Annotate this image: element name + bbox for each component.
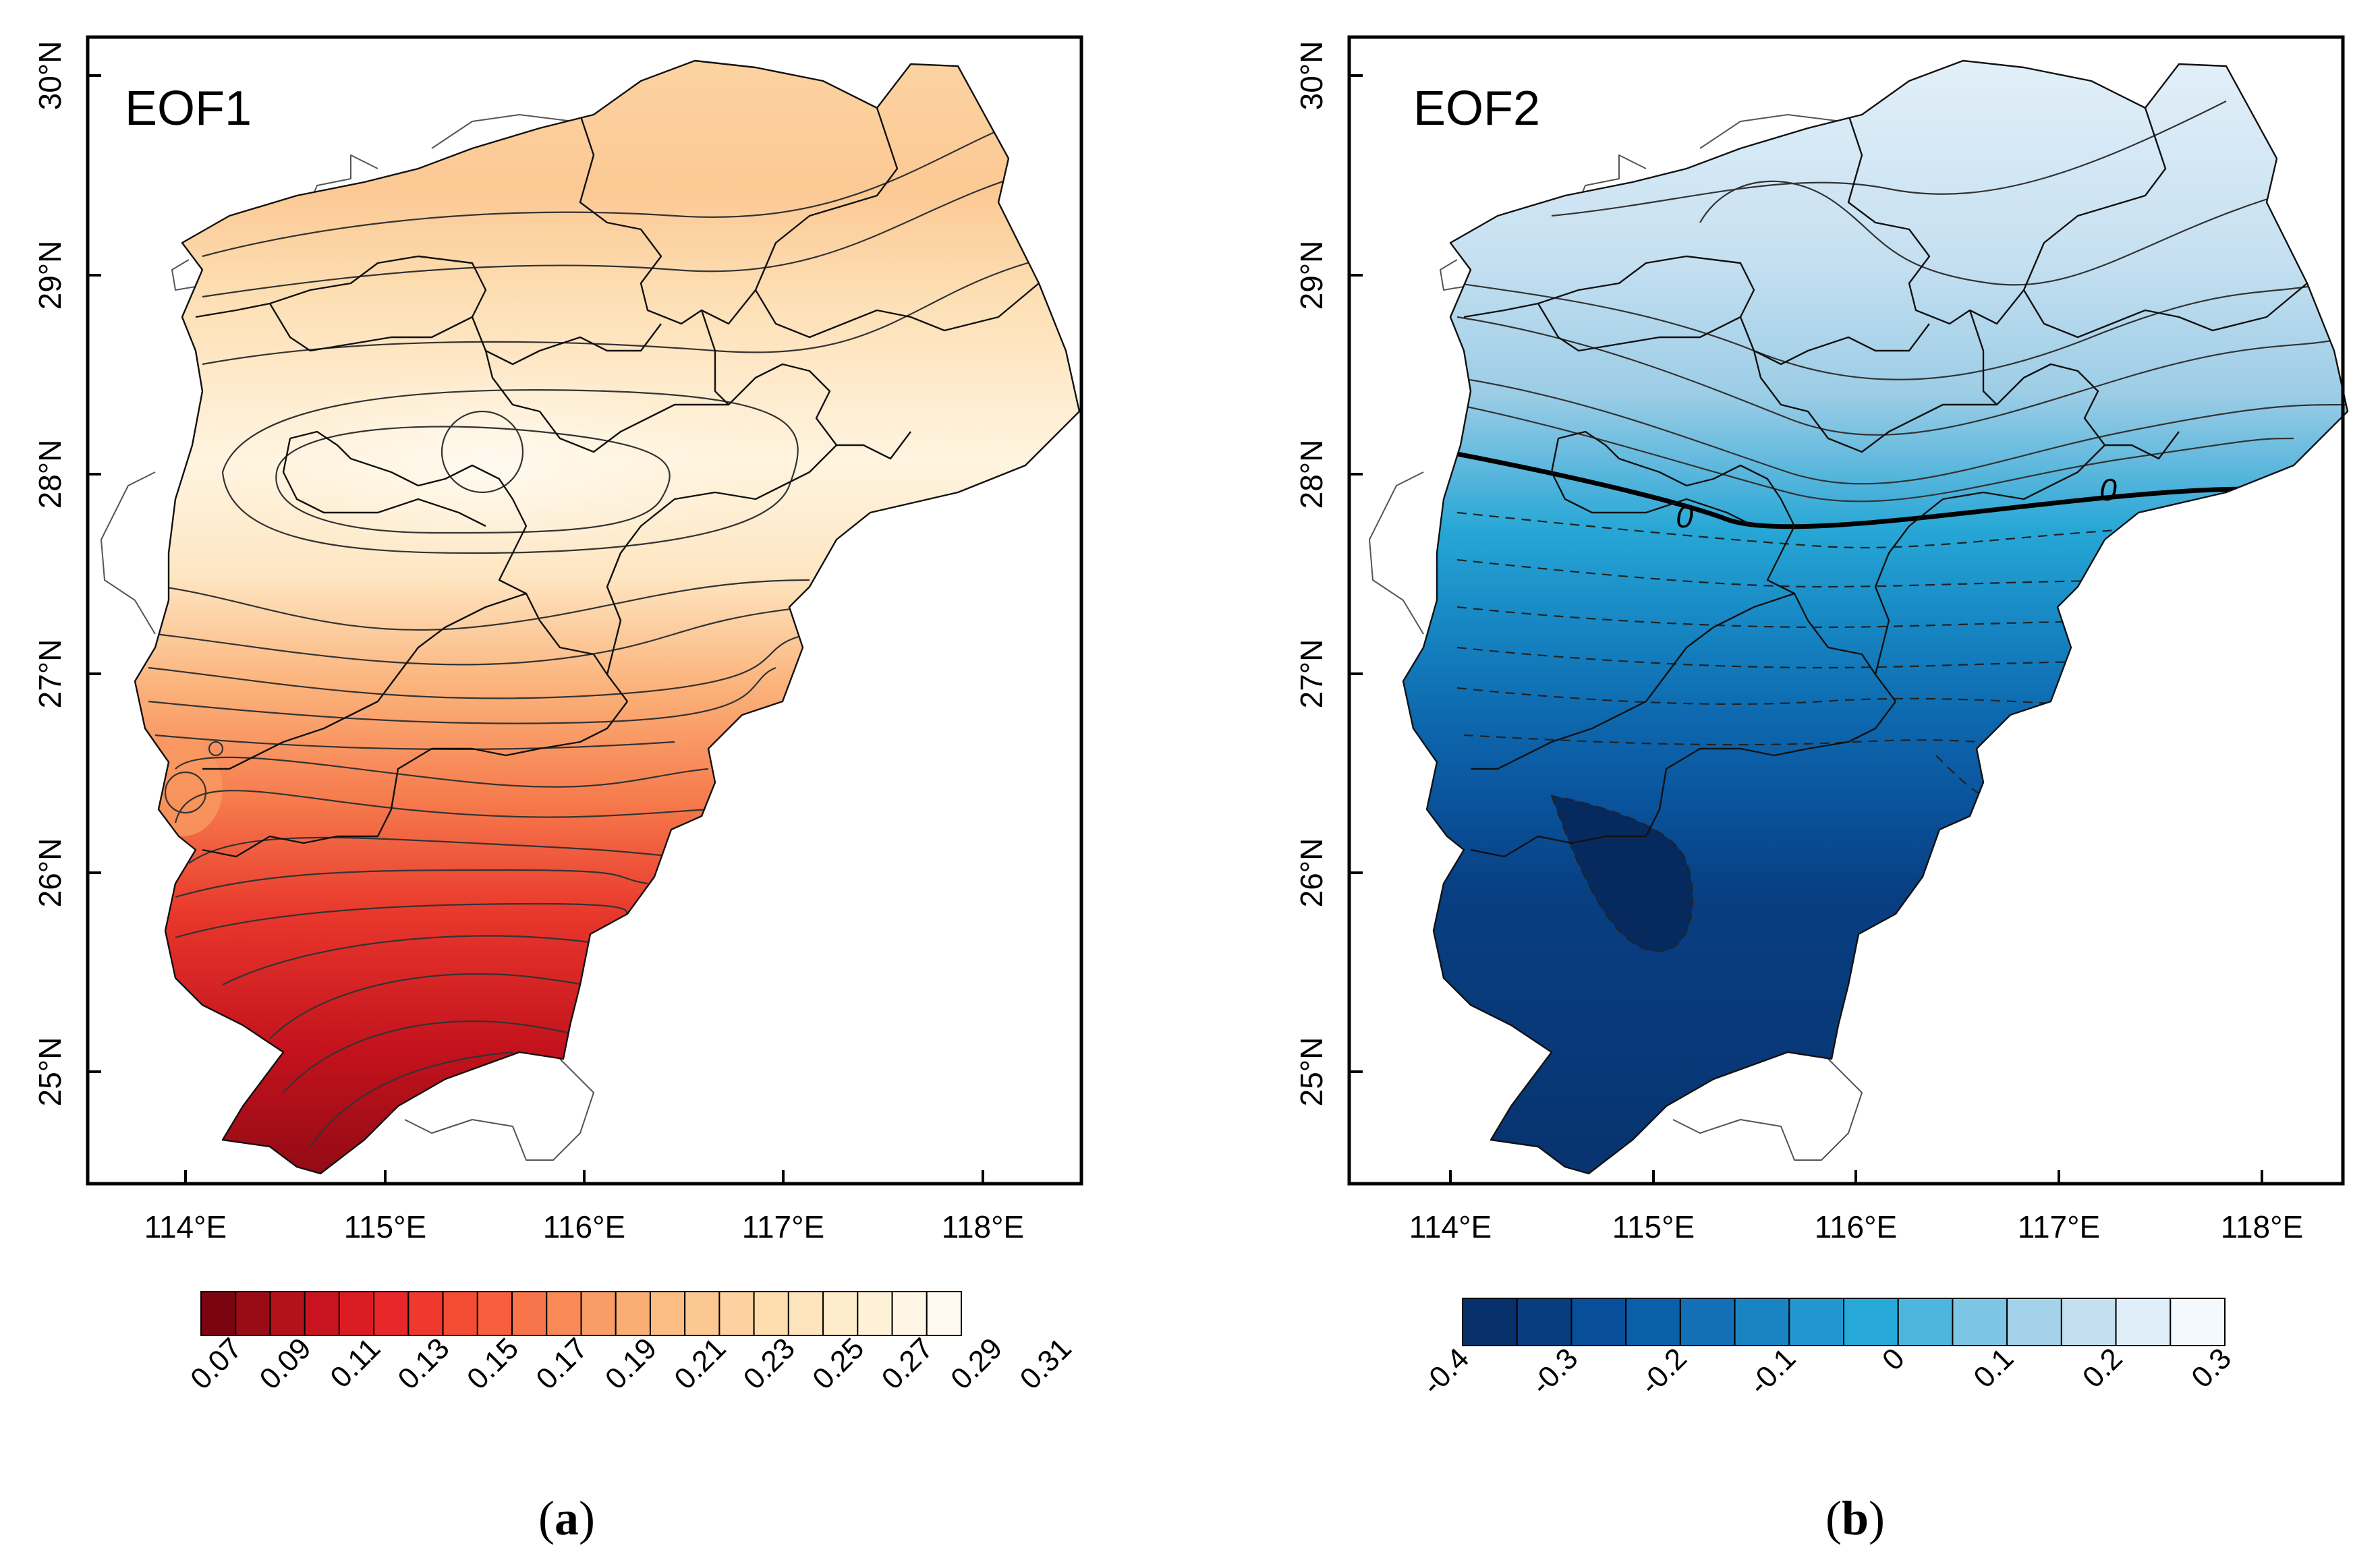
lat-tick-label: 25°N <box>32 1037 67 1107</box>
colorbar-tick-label: 0.19 <box>599 1331 663 1395</box>
colorbar-tick-label: -0.3 <box>1525 1342 1584 1401</box>
colorbar-tick-label: 0.07 <box>184 1331 248 1395</box>
lat-tick-label: 28°N <box>32 440 67 509</box>
colorbar-swatch <box>891 1291 928 1336</box>
lon-axis-a: 114°E 115°E 116°E 117°E 118°E <box>144 1170 1024 1244</box>
lon-tick-label: 116°E <box>543 1209 625 1244</box>
lon-tick-label: 116°E <box>1815 1209 1897 1244</box>
colorbar-swatch <box>1843 1298 1899 1346</box>
colorbar-tick-label: 0.25 <box>806 1331 870 1395</box>
colorbar-swatch <box>787 1291 824 1336</box>
panel-eof1: EOF1 114°E 115°E 116°E 117°E 118°E 25°N … <box>32 35 1083 1545</box>
colorbar-swatch <box>1788 1298 1844 1346</box>
lat-tick-label: 30°N <box>32 41 67 111</box>
colorbar-tick-label: 0.11 <box>324 1331 387 1394</box>
colorbar-swatch <box>1952 1298 2008 1346</box>
colorbar-tick-label: 0.1 <box>1967 1342 2020 1394</box>
caption-b: (b) <box>1825 1491 1885 1545</box>
lat-tick-label: 29°N <box>1294 241 1329 310</box>
colorbar-swatch <box>580 1291 617 1336</box>
colorbar-tick-label: 0.3 <box>2185 1342 2238 1394</box>
colorbar-tick-label: -0.2 <box>1634 1342 1693 1401</box>
colorbar-a <box>200 1291 962 1336</box>
colorbar-swatch <box>1734 1298 1790 1346</box>
colorbar-swatch <box>1897 1298 1954 1346</box>
colorbar-tick-label: 0.23 <box>737 1331 801 1395</box>
lon-tick-label: 118°E <box>2221 1209 2303 1244</box>
colorbar-tick-label: 0.15 <box>461 1331 525 1395</box>
colorbar-swatch <box>235 1291 271 1336</box>
colorbar-swatch <box>1516 1298 1572 1346</box>
colorbar-swatch <box>615 1291 651 1336</box>
colorbar-tick-label: 0 <box>1876 1342 1911 1377</box>
colorbar-swatch <box>546 1291 582 1336</box>
lat-tick-label: 30°N <box>1294 41 1329 111</box>
colorbar-swatch <box>442 1291 478 1336</box>
lat-tick-label: 27°N <box>1294 639 1329 709</box>
panel-eof2: 0 0 EOF2 114°E 115°E 116°E 117°E 118°E 2… <box>1294 35 2349 1545</box>
lon-tick-label: 118°E <box>942 1209 1024 1244</box>
colorbar-swatch <box>926 1291 962 1336</box>
lon-tick-label: 115°E <box>344 1209 426 1244</box>
lat-tick-label: 26°N <box>1294 838 1329 908</box>
colorbar-swatch <box>684 1291 720 1336</box>
colorbar-swatch <box>407 1291 444 1336</box>
colorbar-swatch <box>1462 1298 1518 1346</box>
eof2-field <box>1403 61 2348 1174</box>
colorbar-swatch <box>753 1291 789 1336</box>
colorbar-swatch <box>2006 1298 2062 1346</box>
lon-tick-label: 114°E <box>1409 1209 1492 1244</box>
zero-contour-label: 0 <box>2099 472 2117 507</box>
colorbar-swatch <box>373 1291 409 1336</box>
lon-tick-label: 117°E <box>2018 1209 2100 1244</box>
eof1-field <box>135 61 1079 1174</box>
lat-tick-label: 27°N <box>32 639 67 709</box>
colorbar-swatch <box>200 1291 237 1336</box>
lon-tick-label: 117°E <box>742 1209 824 1244</box>
colorbar-swatch <box>2170 1298 2226 1346</box>
colorbar-swatch <box>511 1291 548 1336</box>
colorbar-b <box>1462 1298 2226 1346</box>
zero-contour-label: 0 <box>1676 499 1693 534</box>
colorbar-tick-label: 0.13 <box>391 1331 455 1395</box>
colorbar-swatch <box>269 1291 306 1336</box>
lat-tick-label: 28°N <box>1294 440 1329 509</box>
caption-a: (a) <box>538 1491 595 1545</box>
lon-tick-label: 114°E <box>144 1209 227 1244</box>
lat-tick-label: 25°N <box>1294 1037 1329 1107</box>
colorbar-labels-b: -0.4 -0.3 -0.2 -0.1 0 0.1 0.2 0.3 <box>1416 1342 2238 1401</box>
colorbar-tick-label: 0.21 <box>668 1331 732 1395</box>
panel-title-b: EOF2 <box>1413 82 1540 136</box>
colorbar-tick-label: 0.2 <box>2076 1342 2129 1394</box>
colorbar-swatch <box>2115 1298 2172 1346</box>
colorbar-swatch <box>718 1291 755 1336</box>
lon-axis-b: 114°E 115°E 116°E 117°E 118°E <box>1409 1170 2303 1244</box>
colorbar-tick-label: 0.31 <box>1014 1331 1078 1395</box>
colorbar-swatch <box>304 1291 340 1336</box>
panel-title-a: EOF1 <box>125 82 252 136</box>
colorbar-swatch <box>822 1291 859 1336</box>
colorbar-swatch <box>2060 1298 2117 1346</box>
colorbar-swatch <box>1570 1298 1627 1346</box>
lat-axis-b: 25°N 26°N 27°N 28°N 29°N 30°N <box>1294 41 1363 1107</box>
colorbar-swatch <box>1625 1298 1681 1346</box>
colorbar-tick-label: 0.09 <box>254 1331 318 1395</box>
lat-tick-label: 26°N <box>32 838 67 908</box>
colorbar-labels-a: 0.07 0.09 0.11 0.13 0.15 0.17 0.19 0.21 0.23 0.25… <box>184 1331 1078 1395</box>
lon-tick-label: 115°E <box>1612 1209 1695 1244</box>
colorbar-tick-label: -0.4 <box>1416 1342 1475 1401</box>
colorbar-swatch <box>649 1291 686 1336</box>
colorbar-tick-label: 0.27 <box>876 1331 940 1395</box>
colorbar-swatch <box>338 1291 375 1336</box>
lat-axis-a: 25°N 26°N 27°N 28°N 29°N 30°N <box>32 41 101 1107</box>
colorbar-swatch <box>857 1291 893 1336</box>
lat-tick-label: 29°N <box>32 241 67 310</box>
colorbar-tick-label: 0.17 <box>530 1331 594 1395</box>
map-frame-b <box>1347 35 2345 1186</box>
colorbar-tick-label: -0.1 <box>1743 1342 1802 1401</box>
colorbar-tick-label: 0.29 <box>944 1331 1009 1395</box>
colorbar-swatch <box>476 1291 513 1336</box>
colorbar-swatch <box>1679 1298 1736 1346</box>
